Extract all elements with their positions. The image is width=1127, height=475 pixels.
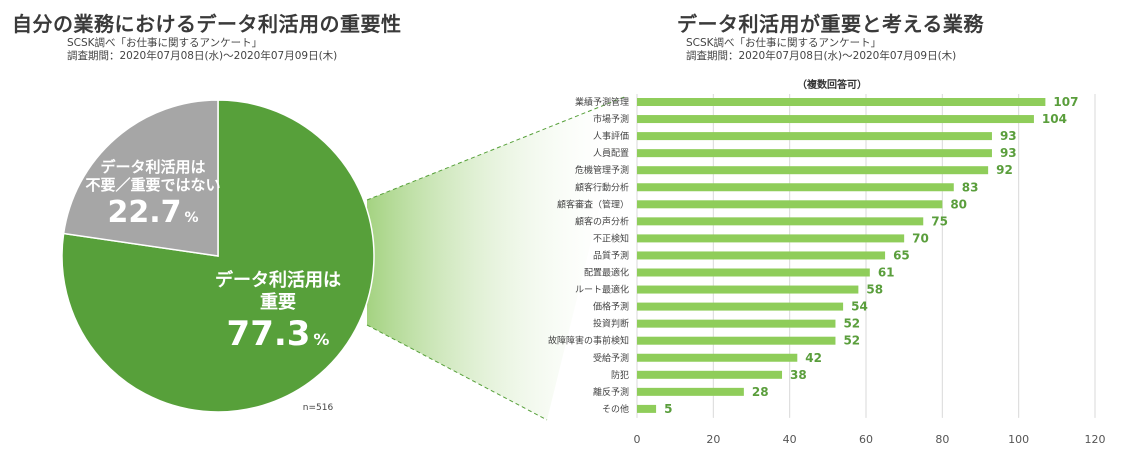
x-tick-label: 80 [935, 433, 949, 446]
value-label: 42 [805, 351, 822, 365]
value-label: 52 [843, 334, 860, 348]
pie-value-important: 77.3% [227, 314, 330, 354]
x-tick-label: 20 [706, 433, 720, 446]
pie-slice-not-important [62, 99, 219, 257]
category-label: その他 [602, 403, 629, 415]
category-label: 顧客審査（管理） [557, 198, 629, 210]
value-label: 104 [1042, 112, 1067, 126]
category-label: 離反予測 [593, 386, 629, 398]
source-line-1: SCSK調べ「お仕事に関するアンケート」 [686, 37, 882, 49]
category-label: 人員配置 [593, 148, 629, 159]
bar-chart-subtitle: （複数回答可） [797, 78, 867, 91]
bar [637, 234, 905, 243]
bar [637, 268, 870, 277]
value-label: 92 [996, 163, 1013, 177]
value-label: 70 [912, 231, 929, 245]
category-label: 配置最適化 [584, 267, 629, 279]
pie-label-important-line1: データ利活用は [215, 269, 341, 291]
value-label: 28 [752, 385, 769, 399]
x-tick-label: 120 [1085, 433, 1106, 446]
bar [637, 98, 1046, 106]
pie-value-not-important-unit: % [185, 210, 199, 226]
pie-to-bar-connector [366, 95, 628, 421]
category-label: 顧客の声分析 [575, 215, 629, 227]
category-label: 人事評価 [593, 130, 629, 142]
category-label: 危機管理予測 [575, 164, 629, 176]
bar [637, 319, 836, 328]
source-line-1: SCSK調べ「お仕事に関するアンケート」 [67, 37, 263, 49]
x-tick-label: 60 [859, 433, 873, 446]
bar [637, 200, 943, 209]
value-label: 61 [878, 266, 895, 280]
source-line-2: 調査期間：2020年07月08日(水)～2020年07月09日(木) [67, 50, 338, 62]
value-label: 107 [1053, 95, 1078, 109]
sample-size-label: n=516 [303, 403, 334, 413]
value-label: 93 [1000, 146, 1017, 160]
value-label: 58 [866, 283, 883, 297]
value-label: 38 [790, 368, 807, 382]
source-line-2: 調査期間：2020年07月08日(水)～2020年07月09日(木) [686, 50, 957, 62]
bar [637, 132, 992, 141]
value-label: 52 [843, 317, 860, 331]
bar [637, 285, 859, 294]
bar [637, 387, 744, 396]
bar [637, 166, 989, 175]
category-label: 防犯 [611, 369, 629, 381]
pie-slice-important [61, 99, 375, 413]
x-tick-label: 40 [783, 433, 797, 446]
category-label: 故障障害の事前検知 [548, 335, 629, 347]
bar-chart-bars [637, 98, 1046, 413]
bar [637, 115, 1034, 124]
x-tick-label: 100 [1008, 433, 1029, 446]
bar [637, 370, 783, 379]
pie-label-not-important-line2: 不要／重要ではない [85, 176, 220, 194]
category-label: 市場予測 [593, 113, 629, 125]
pie-label-not-important-line1: データ利活用は [100, 158, 205, 176]
bar [637, 353, 798, 362]
category-label: 投資判断 [593, 318, 629, 330]
bar-chart-x-ticks: 0 20 40 60 80 100 120 [634, 433, 1106, 446]
right-chart-title: データ利活用が重要と考える業務 [677, 12, 984, 36]
bar [637, 404, 657, 413]
bar [637, 183, 954, 192]
value-label: 5 [664, 402, 672, 416]
x-tick-label: 0 [634, 433, 641, 446]
connector-line-top [366, 95, 628, 201]
category-label: 受給予測 [593, 352, 629, 364]
value-label: 75 [931, 214, 948, 228]
category-label: 業績予測管理 [575, 96, 629, 108]
value-label: 65 [893, 248, 910, 262]
importance-pie-chart: データ利活用は 重要 77.3% データ利活用は 不要／重要ではない 22.7%… [61, 99, 375, 413]
value-label: 80 [950, 197, 967, 211]
connector-gradient-fill [367, 96, 627, 420]
right-source-note: SCSK調べ「お仕事に関するアンケート」 調査期間：2020年07月08日(水)… [686, 37, 956, 63]
category-label: 品質予測 [593, 249, 629, 261]
left-chart-title: 自分の業務におけるデータ利活用の重要性 [12, 12, 402, 36]
pie-value-not-important-number: 22.7 [107, 195, 181, 230]
pie-label-important-line2: 重要 [260, 291, 296, 313]
category-label: ルート最適化 [575, 284, 629, 296]
value-label: 93 [1000, 129, 1017, 143]
pie-value-important-number: 77.3 [227, 314, 311, 354]
category-label: 価格予測 [593, 301, 629, 313]
bar [637, 217, 924, 226]
value-label: 54 [851, 300, 868, 314]
left-source-note: SCSK調べ「お仕事に関するアンケート」 調査期間：2020年07月08日(水)… [67, 37, 337, 63]
bar [637, 149, 992, 158]
bar [637, 336, 836, 345]
pie-value-not-important: 22.7% [107, 195, 198, 230]
pie-value-important-unit: % [313, 330, 329, 349]
connector-line-bottom [366, 324, 548, 421]
bar [637, 251, 886, 260]
bar [637, 302, 844, 311]
value-label: 83 [962, 180, 979, 194]
category-label: 不正検知 [593, 232, 629, 244]
category-label: 顧客行動分析 [575, 181, 629, 193]
